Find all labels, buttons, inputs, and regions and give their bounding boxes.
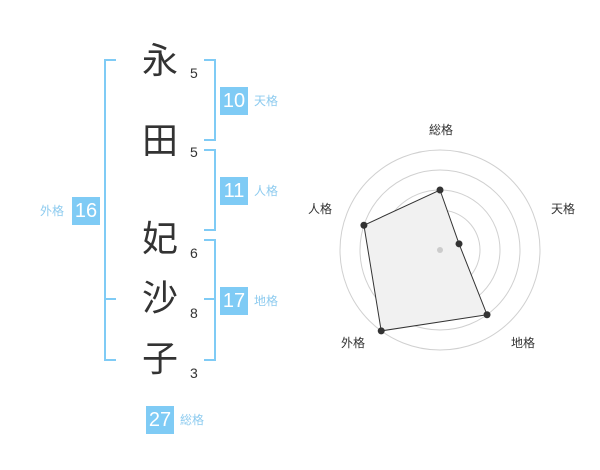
radar-point xyxy=(377,327,385,335)
radar-label-jinkaku: 人格 xyxy=(308,201,332,216)
radar-label-gaikaku: 外格 xyxy=(341,335,365,350)
radar-label-tenkaku: 天格 xyxy=(551,201,575,216)
radar-label-chikaku: 地格 xyxy=(511,335,535,350)
chikaku-bracket xyxy=(204,239,216,361)
jinkaku-label: 人格 xyxy=(254,184,279,198)
radar-center xyxy=(437,247,443,253)
jinkaku-value: 11 xyxy=(220,177,248,205)
radar-ring xyxy=(339,149,541,351)
radar-point xyxy=(436,186,444,194)
tenkaku-bracket xyxy=(204,59,216,141)
name-char-3: 妃 xyxy=(141,219,178,260)
gaikaku-bracket xyxy=(104,59,116,361)
radar-area xyxy=(363,189,488,332)
name-char-2: 田 xyxy=(141,121,178,162)
tenkaku-label: 天格 xyxy=(254,94,279,108)
chikaku-label: 地格 xyxy=(254,294,279,308)
chikaku-value: 17 xyxy=(220,287,248,315)
radar-point xyxy=(455,240,463,248)
stroke-count-3: 6 xyxy=(190,245,198,261)
stroke-count-1: 5 xyxy=(190,65,198,81)
soukaku-value: 27 xyxy=(146,406,174,434)
soukaku-label: 総格 xyxy=(180,413,205,427)
name-char-5: 子 xyxy=(141,339,178,380)
radar-point xyxy=(483,311,491,319)
name-char-4: 沙 xyxy=(141,278,178,319)
gaikaku-label: 外格 xyxy=(40,204,65,218)
tenkaku-value: 10 xyxy=(220,87,248,115)
chikaku-bracket-tick xyxy=(204,298,216,300)
gaikaku-value: 16 xyxy=(72,197,100,225)
stroke-count-5: 3 xyxy=(190,365,198,381)
gaikaku-bracket-tick xyxy=(104,298,116,300)
radar-label-soukaku: 総格 xyxy=(429,122,453,137)
name-char-1: 永 xyxy=(141,41,178,82)
radar-ring xyxy=(359,169,521,331)
radar-point xyxy=(360,221,368,229)
stroke-count-4: 8 xyxy=(190,305,198,321)
jinkaku-bracket xyxy=(204,149,216,231)
stroke-count-2: 5 xyxy=(190,144,198,160)
